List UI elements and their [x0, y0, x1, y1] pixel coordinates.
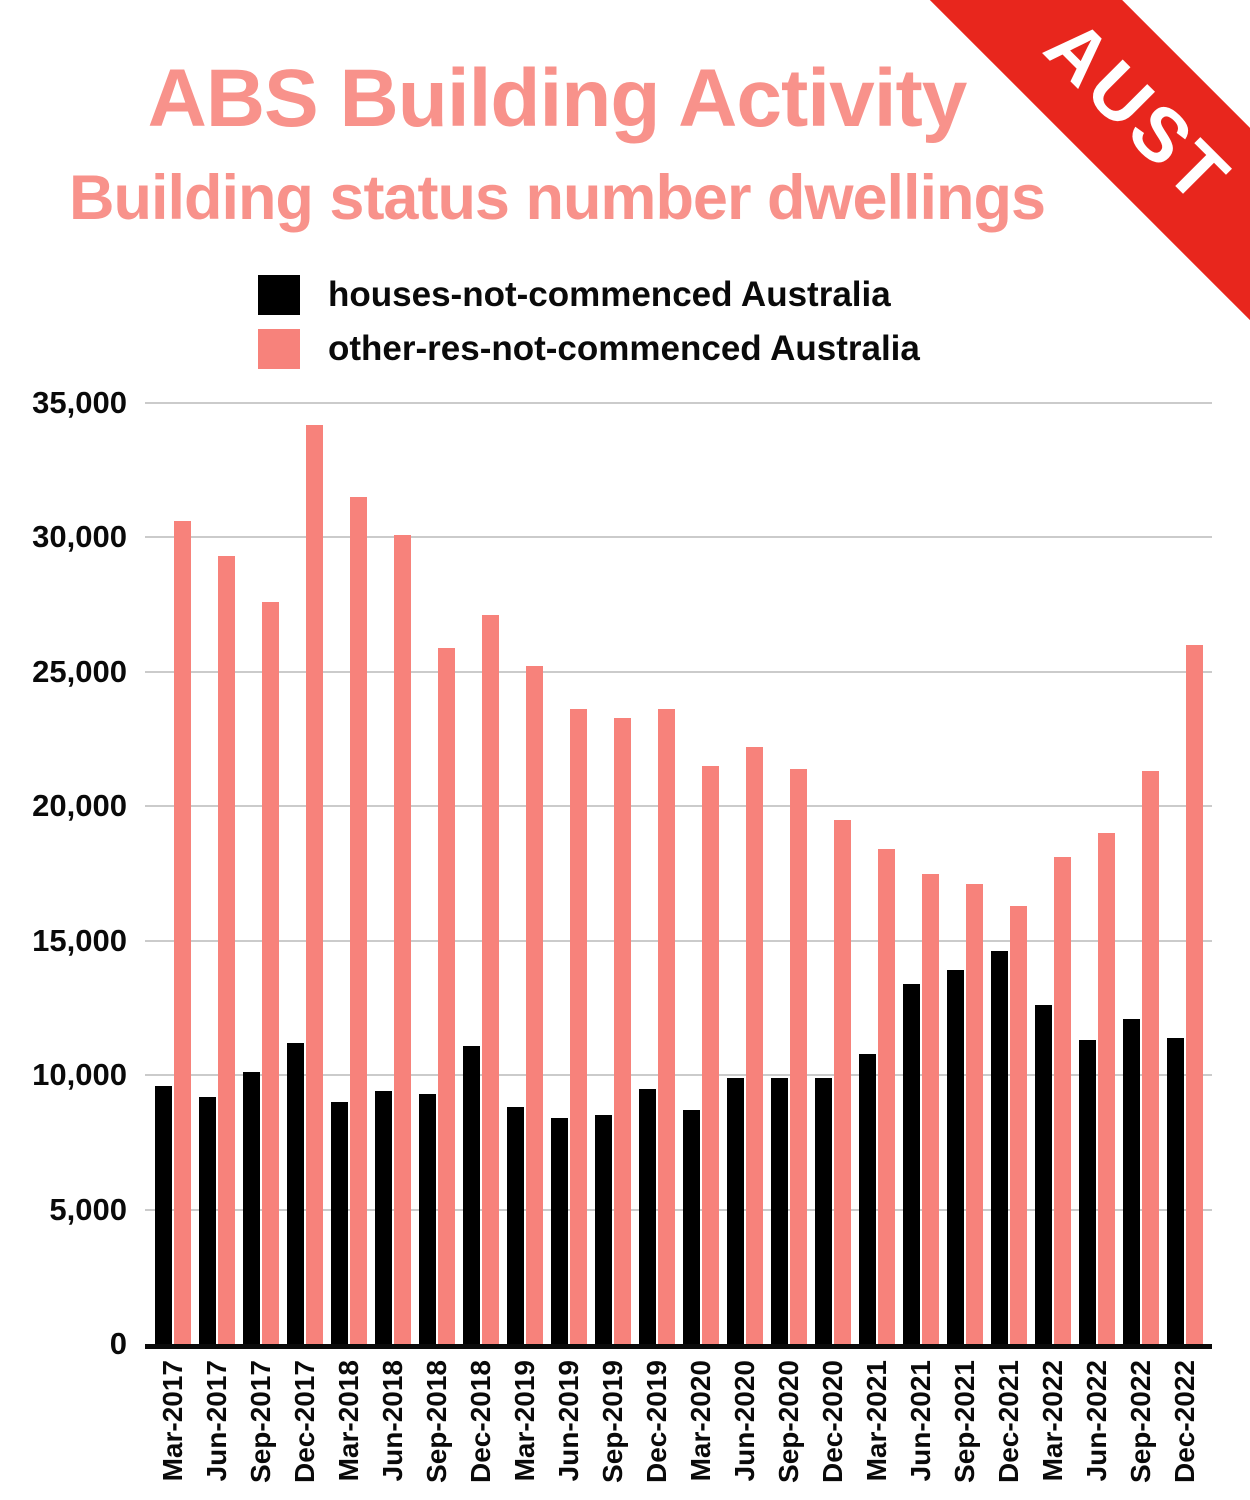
x-axis-label-mar-2021: Mar-2021 [861, 1360, 892, 1482]
bar-other-res-jun-2021 [922, 873, 939, 1344]
bar-houses-dec-2021 [991, 951, 1008, 1344]
bar-other-res-dec-2019 [658, 709, 675, 1344]
bar-other-res-mar-2018 [350, 497, 367, 1344]
x-axis-label-dec-2020: Dec-2020 [817, 1360, 848, 1483]
x-axis-label-jun-2020: Jun-2020 [729, 1360, 760, 1482]
bar-other-res-mar-2022 [1054, 857, 1071, 1344]
chart-title: ABS Building Activity [147, 53, 968, 144]
bar-houses-jun-2020 [727, 1077, 744, 1344]
bar-houses-jun-2017 [199, 1096, 216, 1344]
y-axis-label-5000: 5,000 [49, 1191, 127, 1227]
bar-houses-jun-2019 [551, 1118, 568, 1344]
x-axis-label-mar-2019: Mar-2019 [509, 1360, 540, 1482]
bar-houses-jun-2022 [1079, 1040, 1096, 1344]
bar-houses-sep-2021 [947, 970, 964, 1344]
bar-other-res-jun-2020 [746, 747, 763, 1344]
legend-row-houses: houses-not-commenced Australia [258, 274, 920, 316]
chart-legend: houses-not-commenced Australia other-res… [258, 274, 920, 382]
gridline-15000 [145, 939, 1212, 942]
bar-other-res-dec-2022 [1186, 644, 1203, 1344]
gridline-5000 [145, 1208, 1212, 1211]
bar-houses-sep-2018 [419, 1093, 436, 1344]
x-axis-label-sep-2022: Sep-2022 [1125, 1360, 1156, 1483]
bar-houses-dec-2018 [463, 1045, 480, 1344]
bar-houses-mar-2017 [155, 1085, 172, 1344]
bar-other-res-mar-2020 [702, 765, 719, 1344]
bar-houses-mar-2021 [859, 1053, 876, 1344]
bar-other-res-dec-2018 [482, 615, 499, 1344]
gridline-30000 [145, 536, 1212, 539]
bar-other-res-mar-2021 [878, 849, 895, 1344]
gridline-20000 [145, 805, 1212, 808]
x-axis-line [145, 1344, 1212, 1349]
bar-other-res-sep-2017 [262, 601, 279, 1344]
bar-houses-dec-2022 [1167, 1037, 1184, 1344]
plot-area [145, 402, 1212, 1344]
x-axis-label-jun-2018: Jun-2018 [377, 1360, 408, 1482]
bar-houses-mar-2022 [1035, 1005, 1052, 1344]
bar-other-res-jun-2022 [1098, 833, 1115, 1344]
x-axis-label-dec-2019: Dec-2019 [641, 1360, 672, 1483]
bar-houses-mar-2020 [683, 1110, 700, 1344]
x-axis-label-dec-2018: Dec-2018 [465, 1360, 496, 1483]
x-axis-label-dec-2021: Dec-2021 [993, 1360, 1024, 1483]
x-axis-label-mar-2018: Mar-2018 [333, 1360, 364, 1482]
x-axis-label-sep-2019: Sep-2019 [597, 1360, 628, 1483]
bar-other-res-sep-2021 [966, 884, 983, 1344]
x-axis-label-jun-2021: Jun-2021 [905, 1360, 936, 1482]
bar-houses-mar-2019 [507, 1107, 524, 1344]
legend-swatch-other-res [258, 329, 300, 369]
bar-other-res-mar-2017 [174, 521, 191, 1344]
x-axis-label-mar-2022: Mar-2022 [1037, 1360, 1068, 1482]
bar-houses-sep-2019 [595, 1115, 612, 1344]
y-axis-label-30000: 30,000 [32, 519, 127, 555]
legend-row-other-res: other-res-not-commenced Australia [258, 328, 920, 370]
bar-other-res-mar-2019 [526, 666, 543, 1344]
x-axis-label-jun-2019: Jun-2019 [553, 1360, 584, 1482]
bar-other-res-sep-2022 [1142, 771, 1159, 1344]
bar-other-res-dec-2021 [1010, 905, 1027, 1344]
y-axis-label-10000: 10,000 [32, 1057, 127, 1093]
gridline-25000 [145, 670, 1212, 673]
bar-other-res-jun-2019 [570, 709, 587, 1344]
bar-houses-dec-2019 [639, 1088, 656, 1344]
legend-label-other-res: other-res-not-commenced Australia [328, 329, 920, 368]
x-axis-label-jun-2022: Jun-2022 [1081, 1360, 1112, 1482]
y-axis-label-25000: 25,000 [32, 653, 127, 689]
legend-label-houses: houses-not-commenced Australia [328, 275, 891, 314]
bar-other-res-sep-2018 [438, 647, 455, 1344]
x-axis-label-sep-2017: Sep-2017 [245, 1360, 276, 1483]
y-axis-label-0: 0 [109, 1326, 127, 1361]
bar-houses-mar-2018 [331, 1102, 348, 1344]
legend-swatch-houses [258, 275, 300, 315]
bar-other-res-sep-2020 [790, 768, 807, 1344]
x-axis-label-sep-2020: Sep-2020 [773, 1360, 804, 1483]
bar-other-res-dec-2017 [306, 424, 323, 1344]
x-axis-label-mar-2020: Mar-2020 [685, 1360, 716, 1482]
y-axis-label-35000: 35,000 [32, 385, 127, 420]
x-axis-label-dec-2022: Dec-2022 [1169, 1360, 1200, 1483]
bar-houses-sep-2017 [243, 1072, 260, 1344]
bar-other-res-sep-2019 [614, 717, 631, 1344]
bar-houses-dec-2017 [287, 1042, 304, 1344]
bar-other-res-jun-2017 [218, 556, 235, 1344]
x-axis-label-sep-2018: Sep-2018 [421, 1360, 452, 1483]
bar-houses-jun-2021 [903, 983, 920, 1344]
x-axis-label-sep-2021: Sep-2021 [949, 1360, 980, 1483]
y-axis-label-15000: 15,000 [32, 922, 127, 958]
chart-subtitle: Building status number dwellings [68, 163, 1046, 233]
x-axis-label-mar-2017: Mar-2017 [157, 1360, 188, 1482]
bar-other-res-jun-2018 [394, 534, 411, 1344]
bar-houses-sep-2022 [1123, 1018, 1140, 1344]
bar-houses-jun-2018 [375, 1091, 392, 1344]
x-axis-label-dec-2017: Dec-2017 [289, 1360, 320, 1483]
gridline-10000 [145, 1074, 1212, 1077]
bar-houses-sep-2020 [771, 1077, 788, 1344]
y-axis-label-20000: 20,000 [32, 788, 127, 824]
bar-other-res-dec-2020 [834, 819, 851, 1344]
x-axis-label-jun-2017: Jun-2017 [201, 1360, 232, 1482]
bar-houses-dec-2020 [815, 1077, 832, 1344]
gridline-35000 [145, 402, 1212, 404]
